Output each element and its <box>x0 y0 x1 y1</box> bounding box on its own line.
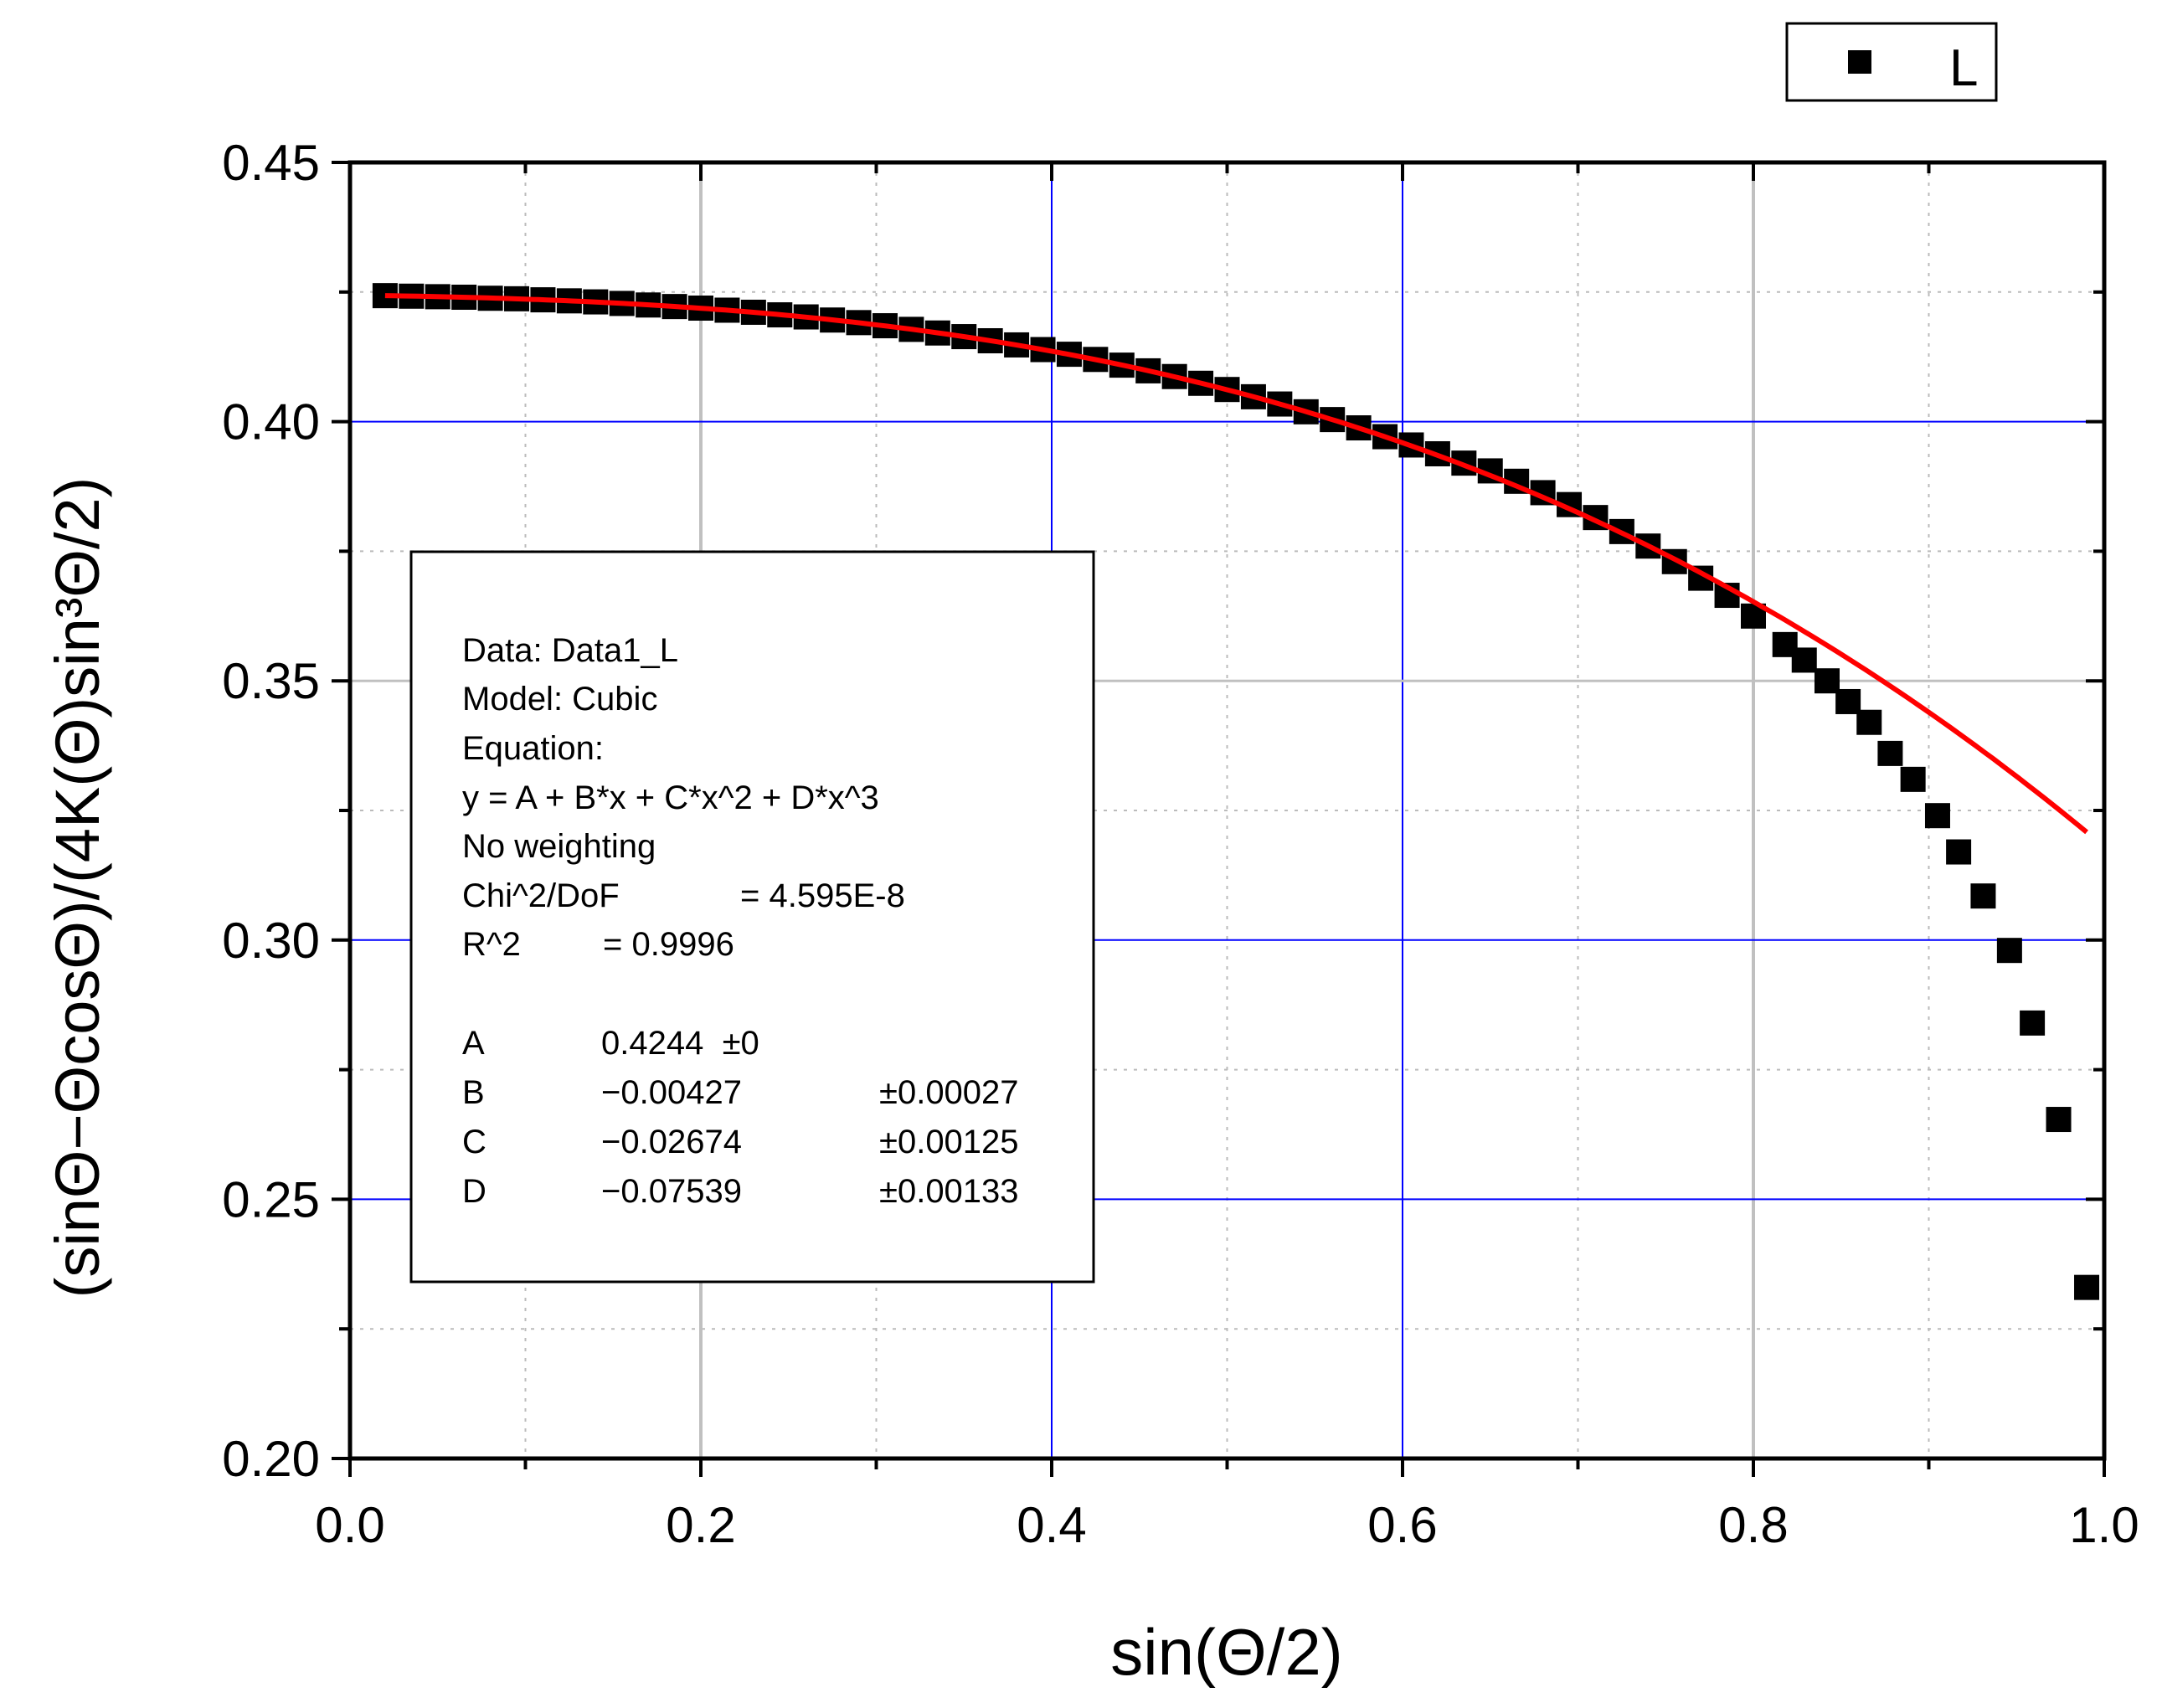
param-d-value: −0.07539 <box>601 1173 742 1210</box>
data-point <box>1924 803 1950 829</box>
data-point <box>1835 688 1861 714</box>
data-point <box>1814 668 1840 694</box>
tick-labels: 0.0 0.2 0.4 0.6 0.8 1.0 0.20 0.25 0.30 0.35 0.40 0.… <box>222 135 2139 1553</box>
param-b-error: ±0.00027 <box>879 1074 1019 1111</box>
axes <box>332 160 2107 1477</box>
param-d-error: ±0.00133 <box>879 1173 1019 1210</box>
data-point <box>1946 839 1972 865</box>
y-tick-label: 0.20 <box>222 1431 320 1487</box>
data-point <box>1970 883 1996 909</box>
y-tick-label: 0.35 <box>222 653 320 709</box>
data-point <box>1900 766 1926 792</box>
fit-results-box: Data: Data1_L Model: Cubic Equation: y =… <box>409 550 1095 1284</box>
x-tick-label: 0.0 <box>315 1497 384 1553</box>
data-point <box>1877 740 1903 766</box>
y-tick-label: 0.25 <box>222 1171 320 1227</box>
y-tick-label: 0.30 <box>222 913 320 969</box>
x-tick-label: 1.0 <box>2069 1497 2139 1553</box>
annotation-weighting: No weighting <box>462 828 656 865</box>
legend-label: L <box>1949 39 1978 97</box>
y-tick-label: 0.40 <box>222 394 320 450</box>
data-point <box>2020 1010 2046 1036</box>
data-point <box>1791 647 1817 673</box>
annotation-equation-label: Equation: <box>462 730 604 767</box>
x-tick-label: 0.8 <box>1718 1497 1788 1553</box>
x-tick-label: 0.2 <box>666 1497 735 1553</box>
annotation-r2-label: R^2 <box>462 926 521 963</box>
annotation-r2-value: = 0.9996 <box>603 926 734 963</box>
x-tick-label: 0.6 <box>1367 1497 1437 1553</box>
x-tick-label: 0.4 <box>1017 1497 1086 1553</box>
param-d-name: D <box>462 1173 486 1210</box>
legend-box <box>1785 22 1998 102</box>
legend-marker-square <box>1848 50 1871 74</box>
y-axis-label: (sinΘ−ΘcosΘ)/(4K(Θ)sin³Θ/2) <box>43 477 112 1299</box>
data-point <box>2074 1274 2100 1300</box>
legend: L <box>1785 22 1998 102</box>
annotation-chi-label: Chi^2/DoF <box>462 877 620 914</box>
annotation-model: Model: Cubic <box>462 681 657 718</box>
x-axis-label: sin(Θ/2) <box>1110 1615 1342 1689</box>
param-c-value: −0.02674 <box>601 1124 742 1160</box>
param-a-name: A <box>462 1025 485 1062</box>
fit-results-border <box>409 550 1095 1284</box>
param-a-value: 0.4244 ±0 <box>601 1025 759 1062</box>
annotation-equation: y = A + B*x + C*x^2 + D*x^3 <box>462 779 879 816</box>
param-b-name: B <box>462 1074 485 1111</box>
data-point <box>2046 1107 2072 1133</box>
fit-curve <box>384 293 2088 835</box>
data-point <box>1856 709 1882 735</box>
annotation-data: Data: Data1_L <box>462 632 678 669</box>
param-c-error: ±0.00125 <box>879 1124 1019 1160</box>
data-point <box>1996 938 2022 964</box>
param-b-value: −0.00427 <box>601 1074 742 1111</box>
param-c-name: C <box>462 1124 486 1160</box>
y-tick-label: 0.45 <box>222 135 320 191</box>
annotation-chi-value: = 4.595E-8 <box>740 877 905 914</box>
